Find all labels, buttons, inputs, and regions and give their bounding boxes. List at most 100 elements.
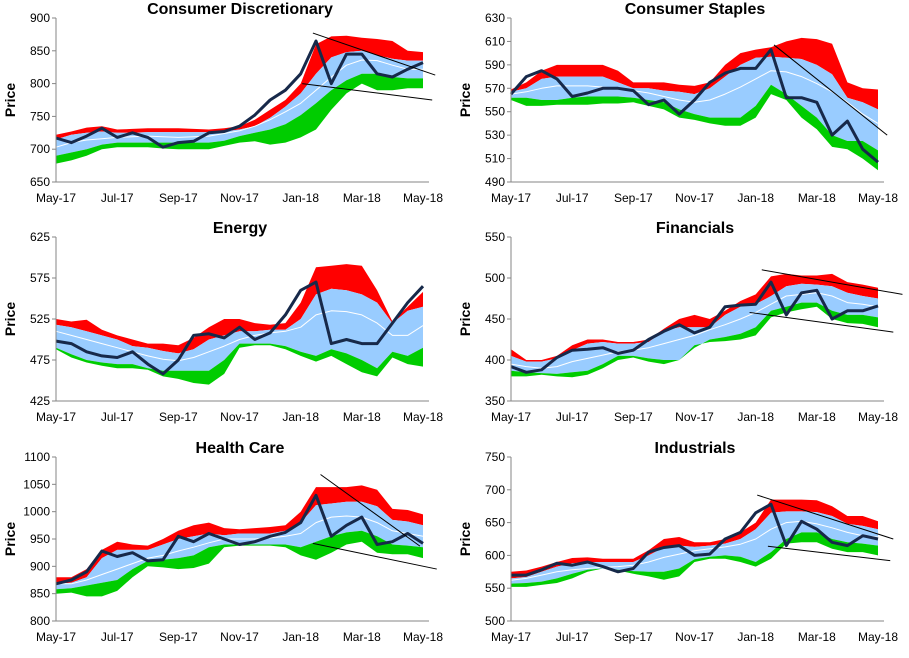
blue-band-area — [56, 501, 423, 590]
y-axis-label: Price — [2, 522, 18, 556]
trendline — [320, 474, 421, 547]
y-tick-label: 425 — [30, 394, 50, 408]
x-tick-label: May-17 — [36, 191, 76, 205]
trendline — [767, 545, 891, 562]
chart-svg: 650 700 750 800 850 900 May-17 Jul-17 Sep-17 Nov-… — [2, 1, 443, 205]
x-tick-label: Nov-17 — [675, 191, 714, 205]
x-tick-label: May-17 — [491, 410, 531, 424]
x-tick-label: May-18 — [858, 191, 898, 205]
x-tick-label: May-17 — [36, 410, 76, 424]
y-tick-label: 1050 — [23, 477, 50, 491]
x-tick-label: Mar-18 — [798, 630, 836, 644]
x-tick-label: May-18 — [403, 410, 443, 424]
x-tick-label: Nov-17 — [220, 630, 259, 644]
red-band-area — [511, 37, 878, 110]
chart-consumer-staples: 490 510 530 550 570 590 610 630 May-17 Jul-17 Sep-… — [455, 0, 909, 219]
chart-industrials: 500 550 600 650 700 750 May-17 Jul-17 Sep-17 Nov-… — [455, 439, 909, 658]
chart-title: Energy — [213, 220, 267, 237]
y-tick-label: 590 — [485, 58, 505, 72]
x-tick-label: Nov-17 — [675, 410, 714, 424]
y-tick-label: 850 — [30, 44, 50, 58]
y-tick-label: 500 — [485, 271, 505, 285]
green-band-area — [56, 73, 423, 164]
price-line — [511, 502, 879, 577]
y-tick-label: 490 — [485, 175, 505, 189]
trendline — [302, 83, 433, 101]
moving-average-line — [55, 310, 424, 362]
blue-band-area — [511, 56, 878, 151]
chart-title: Financials — [656, 220, 734, 237]
y-tick-label: 570 — [485, 81, 505, 95]
y-tick-label: 800 — [30, 77, 50, 91]
x-tick-label: Jan-18 — [737, 191, 774, 205]
green-band-area — [56, 343, 423, 385]
x-tick-label: Mar-18 — [343, 191, 381, 205]
red-band-area — [56, 35, 423, 140]
chart-title: Health Care — [196, 440, 285, 457]
chart-title: Industrials — [655, 440, 736, 457]
x-tick-label: Mar-18 — [798, 191, 836, 205]
chart-svg: 425 475 525 575 625 May-17 Jul-17 Sep-17 Nov-17 J… — [2, 220, 443, 424]
x-tick-label: Jan-18 — [282, 410, 319, 424]
x-tick-label: Jul-17 — [556, 410, 589, 424]
x-tick-label: Jul-17 — [101, 630, 134, 644]
y-tick-label: 1000 — [23, 505, 50, 519]
x-tick-label: Jan-18 — [737, 630, 774, 644]
x-tick-label: Jan-18 — [282, 191, 319, 205]
moving-average-line — [510, 70, 879, 124]
y-tick-label: 1100 — [24, 450, 50, 464]
x-tick-label: May-17 — [491, 630, 531, 644]
y-tick-label: 800 — [30, 614, 50, 628]
y-tick-label: 900 — [30, 559, 50, 573]
x-tick-label: Sep-17 — [614, 630, 653, 644]
y-tick-label: 750 — [30, 109, 50, 123]
y-tick-label: 650 — [30, 175, 50, 189]
blue-band-area — [56, 288, 423, 371]
blue-band-area — [511, 283, 878, 374]
y-axis-label: Price — [457, 522, 473, 556]
x-tick-label: Sep-17 — [614, 191, 653, 205]
y-axis-label: Price — [2, 302, 18, 336]
y-tick-label: 575 — [30, 271, 50, 285]
price-line — [55, 493, 424, 586]
red-band-area — [511, 499, 878, 579]
trendline — [761, 269, 903, 295]
chart-title: Consumer Staples — [625, 1, 766, 18]
price-line — [55, 39, 424, 149]
x-tick-label: May-18 — [403, 191, 443, 205]
trendline — [757, 494, 894, 540]
y-axis-label: Price — [457, 83, 473, 117]
x-tick-label: May-18 — [858, 410, 898, 424]
y-tick-label: 450 — [485, 312, 505, 326]
trendline — [312, 542, 437, 570]
y-tick-label: 500 — [485, 614, 505, 628]
y-tick-label: 530 — [485, 128, 505, 142]
y-tick-label: 850 — [30, 587, 50, 601]
y-tick-label: 550 — [485, 581, 505, 595]
y-tick-label: 510 — [485, 152, 505, 166]
x-tick-label: May-18 — [403, 630, 443, 644]
x-tick-label: Sep-17 — [159, 191, 198, 205]
y-tick-label: 625 — [30, 230, 50, 244]
chart-svg: 490 510 530 550 570 590 610 630 May-17 Jul-17 Sep-… — [457, 1, 898, 205]
x-tick-label: Sep-17 — [614, 410, 653, 424]
x-tick-label: May-18 — [858, 630, 898, 644]
y-tick-label: 400 — [485, 353, 505, 367]
x-tick-label: Mar-18 — [343, 410, 381, 424]
x-tick-label: Nov-17 — [675, 630, 714, 644]
y-tick-label: 900 — [30, 11, 50, 25]
price-line — [509, 48, 879, 164]
x-tick-label: Mar-18 — [798, 410, 836, 424]
y-tick-label: 630 — [485, 11, 505, 25]
x-tick-label: Jan-18 — [737, 410, 774, 424]
moving-average-line — [510, 520, 879, 581]
x-tick-label: Jul-17 — [101, 191, 134, 205]
price-line — [55, 280, 425, 376]
x-tick-label: Nov-17 — [220, 191, 259, 205]
green-band-area — [511, 532, 878, 587]
x-tick-label: Jul-17 — [556, 630, 589, 644]
y-tick-label: 610 — [485, 34, 505, 48]
y-tick-label: 550 — [485, 230, 505, 244]
blue-band-area — [511, 511, 878, 584]
x-tick-label: Sep-17 — [159, 630, 198, 644]
